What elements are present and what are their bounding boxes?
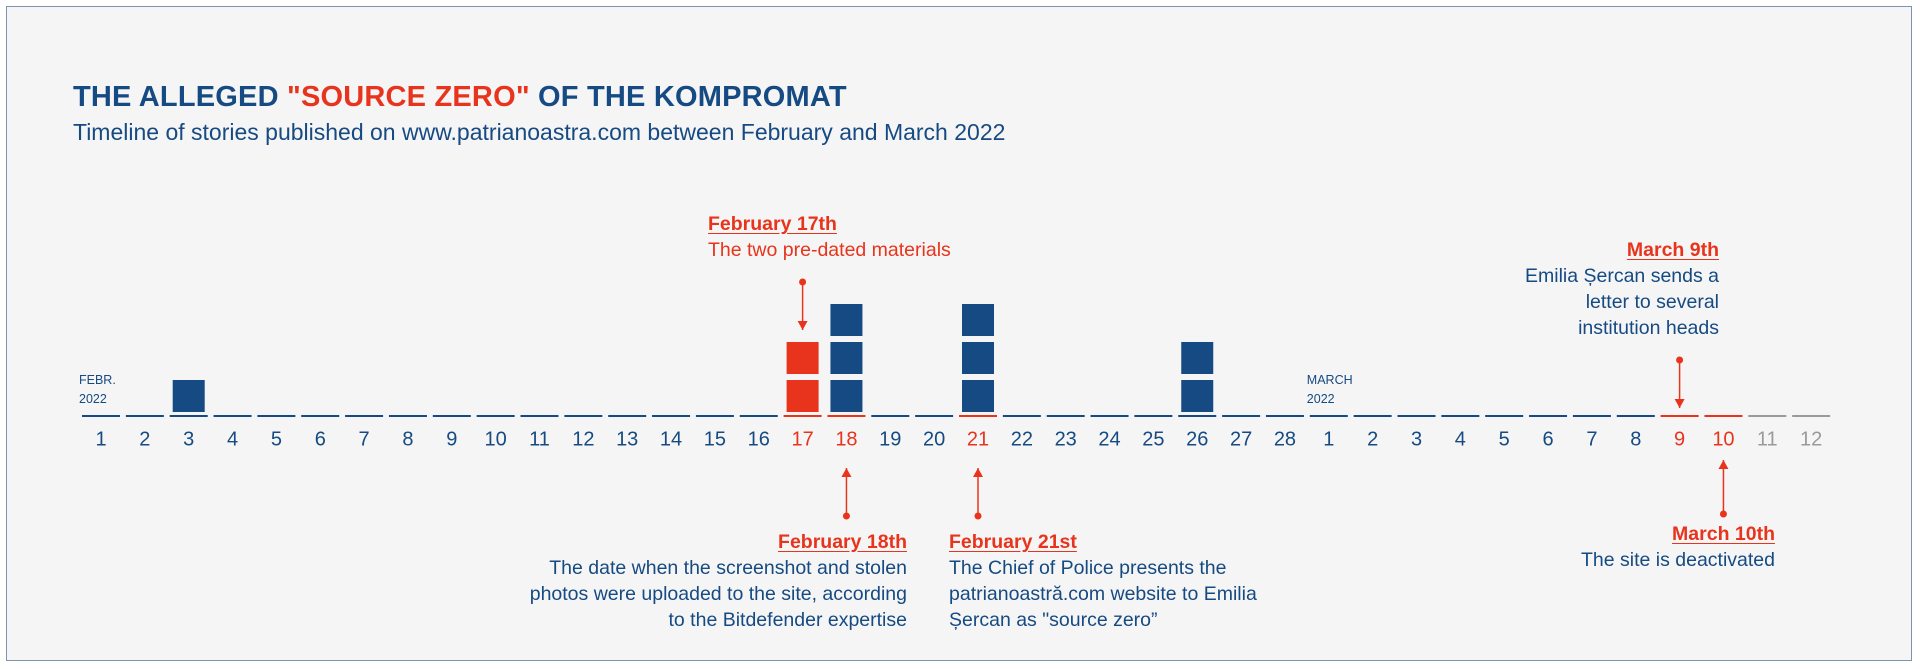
day-tick-label: 13 xyxy=(616,428,638,450)
annotation-feb18-line: to the Bitdefender expertise xyxy=(668,609,908,631)
story-block xyxy=(830,304,863,336)
story-block xyxy=(962,380,994,412)
day-tick-label: 5 xyxy=(1499,428,1510,450)
day-tick-label: 6 xyxy=(315,428,326,450)
title-part1: THE ALLEGED xyxy=(73,81,287,113)
annotation-arrow-head xyxy=(797,321,808,330)
day-tick-label: 10 xyxy=(1712,428,1734,450)
day-tick-label: 2 xyxy=(139,428,150,450)
day-tick-label: 28 xyxy=(1274,428,1296,450)
annotation-arrow-head xyxy=(1718,460,1729,469)
annotation-arrow-dot xyxy=(1719,510,1727,518)
annotation-mar9-line: letter to several xyxy=(1585,291,1719,313)
day-tick-label: 3 xyxy=(183,428,194,450)
annotation-arrow-head xyxy=(973,468,983,477)
story-block xyxy=(1181,380,1214,412)
day-tick-label: 6 xyxy=(1542,428,1553,450)
annotation-feb21-line: The Chief of Police presents the xyxy=(949,557,1227,579)
day-tick-label: 11 xyxy=(1757,428,1778,450)
annotation-mar9: March 9th Emilia Șercan sends a letter t… xyxy=(1525,237,1719,341)
story-block xyxy=(172,380,205,412)
annotation-arrow-dot xyxy=(974,512,982,520)
day-tick-label: 12 xyxy=(572,428,594,450)
story-block xyxy=(962,304,994,336)
day-tick-label: 7 xyxy=(359,428,370,450)
month-label: MARCH xyxy=(1307,373,1353,387)
annotation-mar10-heading: March 10th xyxy=(1672,523,1775,545)
annotation-arrow-dot xyxy=(1676,356,1684,364)
annotation-mar10-text: The site is deactivated xyxy=(1580,549,1775,571)
annotation-feb21-heading: February 21st xyxy=(949,531,1077,553)
day-tick-label: 2 xyxy=(1367,428,1378,450)
day-tick-label: 7 xyxy=(1586,428,1597,450)
story-block xyxy=(1181,342,1214,374)
day-tick-label: 11 xyxy=(529,428,550,450)
chart-subtitle: Timeline of stories published on www.pat… xyxy=(73,119,1006,145)
month-label: FEBR. xyxy=(79,373,116,387)
annotation-arrow-dot xyxy=(842,512,850,520)
day-tick-label: 5 xyxy=(271,428,282,450)
day-tick-label: 3 xyxy=(1411,428,1422,450)
month-label-year: 2022 xyxy=(1307,392,1335,406)
day-tick-label: 10 xyxy=(485,428,507,450)
day-tick-label: 22 xyxy=(1011,428,1033,450)
annotation-feb21-line: patrianoastră.com website to Emilia xyxy=(949,583,1257,605)
annotation-feb21: February 21st The Chief of Police presen… xyxy=(949,529,1257,633)
story-block xyxy=(786,342,819,374)
day-tick-label: 9 xyxy=(446,428,457,450)
story-block xyxy=(830,342,863,374)
annotation-feb17-text: The two pre-dated materials xyxy=(708,239,951,261)
day-tick-label: 14 xyxy=(660,428,682,450)
day-tick-label: 18 xyxy=(835,428,857,450)
day-tick-label: 17 xyxy=(791,428,813,450)
annotation-mar9-line: Emilia Șercan sends a xyxy=(1524,265,1719,287)
annotation-mar10: March 10th The site is deactivated xyxy=(1581,521,1775,573)
day-tick-label: 4 xyxy=(227,428,238,450)
day-tick-label: 4 xyxy=(1455,428,1466,450)
annotation-mar9-heading: March 9th xyxy=(1626,239,1719,261)
annotation-arrow-dot xyxy=(799,278,807,286)
annotation-arrow-head xyxy=(1674,399,1685,408)
day-tick-label: 12 xyxy=(1800,428,1822,450)
day-tick-label: 1 xyxy=(95,428,106,450)
day-tick-label: 1 xyxy=(1323,428,1334,450)
day-tick-label: 19 xyxy=(879,428,901,450)
chart-title: THE ALLEGED "SOURCE ZERO" OF THE KOMPROM… xyxy=(73,81,847,114)
day-tick-label: 21 xyxy=(967,428,989,450)
annotation-feb18-line: photos were uploaded to the site, accord… xyxy=(529,583,907,605)
day-tick-label: 8 xyxy=(1630,428,1641,450)
story-block xyxy=(786,380,819,412)
annotation-mar9-line: institution heads xyxy=(1578,317,1719,339)
annotation-feb17: February 17th The two pre-dated material… xyxy=(708,211,951,263)
title-part2: OF THE KOMPROMAT xyxy=(529,81,847,113)
title-highlight: "SOURCE ZERO" xyxy=(287,81,530,113)
day-tick-label: 24 xyxy=(1098,428,1120,450)
annotation-feb18-line: The date when the screenshot and stolen xyxy=(549,557,907,579)
day-tick-label: 27 xyxy=(1230,428,1252,450)
annotation-feb18: February 18th The date when the screensh… xyxy=(530,529,907,633)
month-label-year: 2022 xyxy=(79,392,107,406)
day-tick-label: 26 xyxy=(1186,428,1208,450)
infographic-frame: THE ALLEGED "SOURCE ZERO" OF THE KOMPROM… xyxy=(6,6,1912,661)
annotation-feb21-line: Șercan as "source zero” xyxy=(949,609,1158,631)
day-tick-label: 20 xyxy=(923,428,945,450)
annotation-feb18-heading: February 18th xyxy=(778,531,907,553)
day-tick-label: 23 xyxy=(1055,428,1077,450)
day-tick-label: 25 xyxy=(1142,428,1164,450)
day-tick-label: 8 xyxy=(402,428,413,450)
story-block xyxy=(962,342,994,374)
day-tick-label: 15 xyxy=(704,428,726,450)
annotation-arrow-head xyxy=(841,468,852,477)
story-block xyxy=(830,380,863,412)
day-tick-label: 9 xyxy=(1674,428,1685,450)
annotation-feb17-heading: February 17th xyxy=(708,213,837,235)
day-tick-label: 16 xyxy=(748,428,770,450)
